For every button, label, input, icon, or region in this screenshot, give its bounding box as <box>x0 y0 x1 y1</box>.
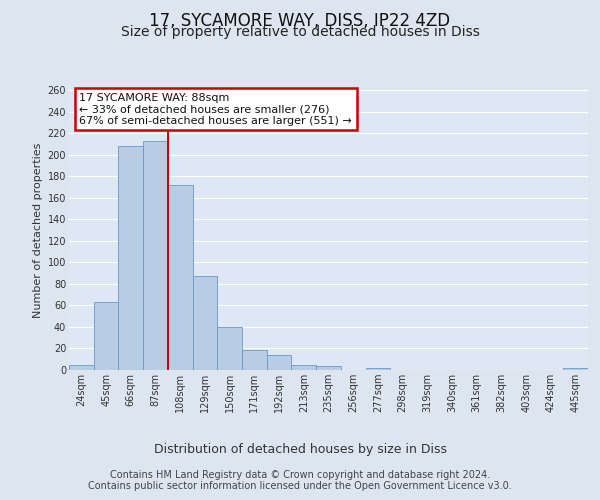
Bar <box>292 364 316 370</box>
Bar <box>316 366 341 370</box>
Text: Distribution of detached houses by size in Diss: Distribution of detached houses by size … <box>154 442 446 456</box>
Bar <box>94 302 118 370</box>
Bar <box>143 140 168 370</box>
Text: 17, SYCAMORE WAY, DISS, IP22 4ZD: 17, SYCAMORE WAY, DISS, IP22 4ZD <box>149 12 451 30</box>
Bar <box>242 350 267 370</box>
Bar <box>563 368 588 370</box>
Bar <box>69 364 94 370</box>
Bar <box>168 185 193 370</box>
Text: Contains HM Land Registry data © Crown copyright and database right 2024.: Contains HM Land Registry data © Crown c… <box>110 470 490 480</box>
Bar <box>267 355 292 370</box>
Bar <box>217 327 242 370</box>
Bar <box>193 276 217 370</box>
Bar <box>118 146 143 370</box>
Bar <box>365 368 390 370</box>
Text: 17 SYCAMORE WAY: 88sqm
← 33% of detached houses are smaller (276)
67% of semi-de: 17 SYCAMORE WAY: 88sqm ← 33% of detached… <box>79 93 352 126</box>
Y-axis label: Number of detached properties: Number of detached properties <box>34 142 43 318</box>
Text: Contains public sector information licensed under the Open Government Licence v3: Contains public sector information licen… <box>88 481 512 491</box>
Text: Size of property relative to detached houses in Diss: Size of property relative to detached ho… <box>121 25 479 39</box>
